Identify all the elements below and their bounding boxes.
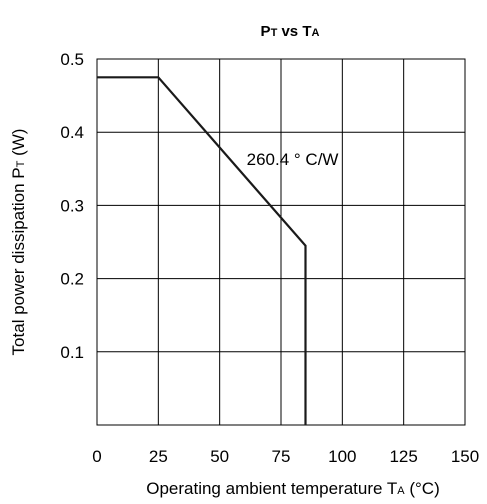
x-tick-label: 0 <box>92 447 101 466</box>
y-tick-labels: 0.1 0.2 0.3 0.4 0.5 <box>60 50 84 362</box>
annotations: 260.4 ° C/W <box>247 150 339 169</box>
y-axis-label: Total power dissipation PT (W) <box>9 129 28 356</box>
y-tick-label: 0.2 <box>60 270 84 289</box>
x-tick-label: 100 <box>328 447 356 466</box>
x-tick-label: 125 <box>389 447 417 466</box>
x-tick-label: 150 <box>451 447 479 466</box>
x-axis-label: Operating ambient temperature TA (°C) <box>146 479 440 498</box>
x-tick-label: 50 <box>210 447 229 466</box>
y-tick-label: 0.5 <box>60 50 84 69</box>
x-tick-label: 75 <box>272 447 291 466</box>
plot-frame <box>96 58 466 426</box>
chart-title: PT vs TA <box>261 23 320 40</box>
grid <box>97 59 465 425</box>
annotation-label: 260.4 ° C/W <box>247 150 339 169</box>
y-tick-label: 0.1 <box>60 343 84 362</box>
y-tick-label: 0.3 <box>60 196 84 215</box>
y-tick-label: 0.4 <box>60 123 84 142</box>
x-tick-labels: 0 25 50 75 100 125 150 <box>92 447 479 466</box>
series-line <box>97 76 307 425</box>
x-tick-label: 25 <box>149 447 168 466</box>
